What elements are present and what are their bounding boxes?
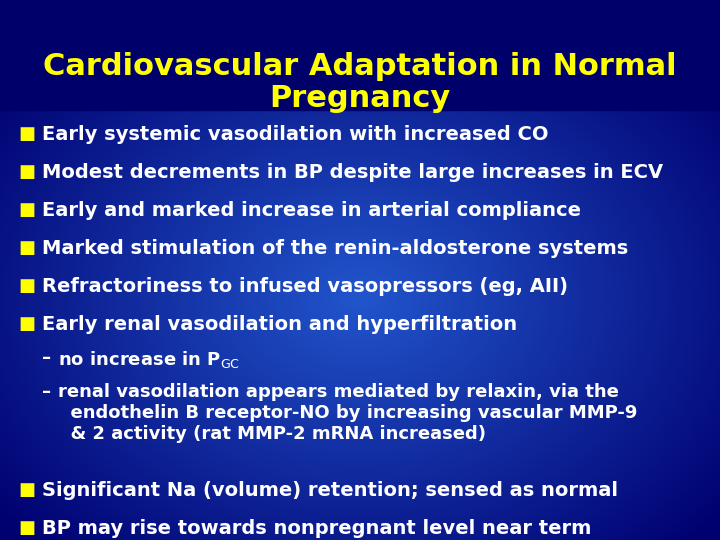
Text: –: –: [42, 383, 51, 401]
Text: ■: ■: [18, 481, 35, 499]
Bar: [0, 0, 720, 110]
Text: ■: ■: [18, 201, 35, 219]
Text: Marked stimulation of the renin-aldosterone systems: Marked stimulation of the renin-aldoster…: [42, 239, 629, 258]
Text: –: –: [42, 349, 51, 367]
Text: ■: ■: [18, 277, 35, 295]
Text: ■: ■: [18, 125, 35, 143]
Text: Significant Na (volume) retention; sensed as normal: Significant Na (volume) retention; sense…: [42, 481, 618, 500]
Text: Refractoriness to infused vasopressors (eg, AII): Refractoriness to infused vasopressors (…: [42, 277, 568, 296]
Text: renal vasodilation appears mediated by relaxin, via the
  endothelin B receptor-: renal vasodilation appears mediated by r…: [58, 383, 637, 443]
Text: Modest decrements in BP despite large increases in ECV: Modest decrements in BP despite large in…: [42, 163, 663, 182]
Text: Cardiovascular Adaptation in Normal
Pregnancy: Cardiovascular Adaptation in Normal Preg…: [43, 52, 677, 113]
Text: ■: ■: [18, 239, 35, 257]
Text: ■: ■: [18, 519, 35, 537]
Text: ■: ■: [18, 163, 35, 181]
Text: Early renal vasodilation and hyperfiltration: Early renal vasodilation and hyperfiltra…: [42, 315, 517, 334]
Text: BP may rise towards nonpregnant level near term: BP may rise towards nonpregnant level ne…: [42, 519, 591, 538]
Text: no increase in P$_{\mathrm{GC}}$: no increase in P$_{\mathrm{GC}}$: [58, 349, 240, 370]
Text: Early and marked increase in arterial compliance: Early and marked increase in arterial co…: [42, 201, 581, 220]
Text: Early systemic vasodilation with increased CO: Early systemic vasodilation with increas…: [42, 125, 549, 144]
Text: ■: ■: [18, 315, 35, 333]
